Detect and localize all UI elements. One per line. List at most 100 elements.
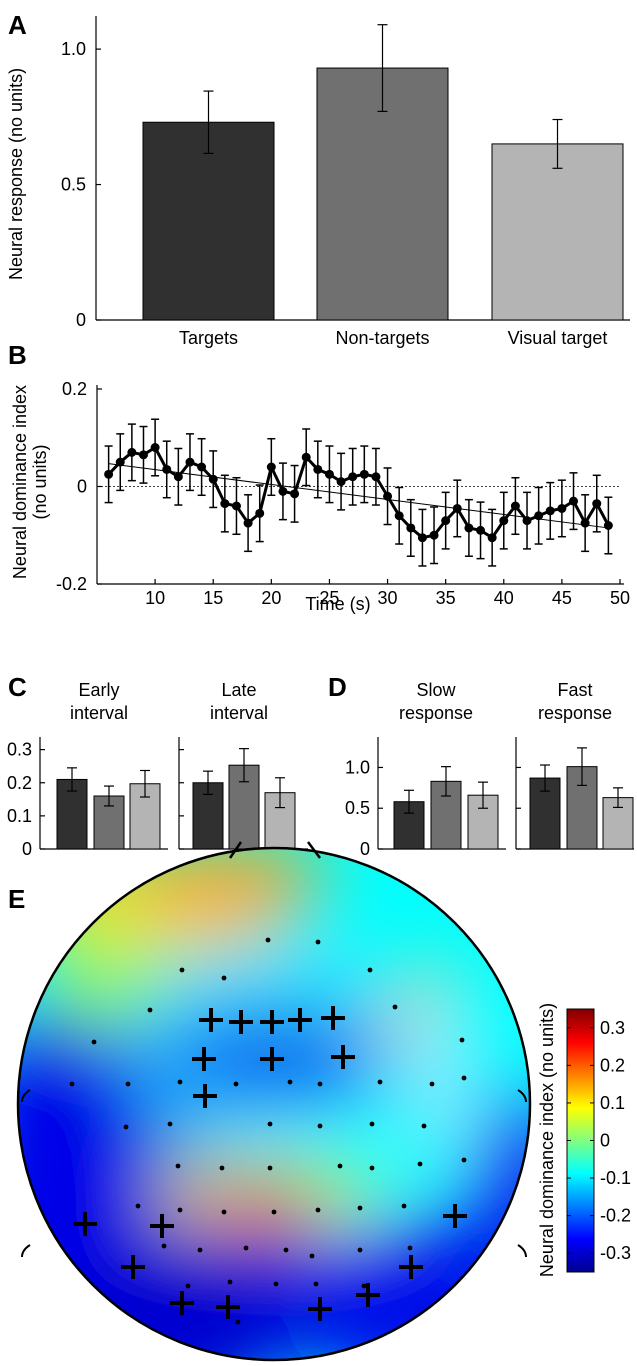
significant-electrode-plus-icon xyxy=(150,1214,174,1238)
electrode-dot xyxy=(233,1081,239,1087)
panel-c-axes: 0 0.1 0.2 0.3 xyxy=(7,737,308,859)
panel-b-data-point xyxy=(138,450,148,460)
panel-b-data-point xyxy=(173,472,183,482)
panel-b-data-point xyxy=(603,521,613,530)
panel-a-y-tick-label: 0.5 xyxy=(61,175,86,195)
panel-b-x-tick-label: 45 xyxy=(552,588,572,608)
panel-b-x-tick-label: 20 xyxy=(261,588,281,608)
significant-electrode-plus-icon xyxy=(229,1010,253,1034)
left-ear-icon xyxy=(21,1089,31,1103)
colorbar-tick-label: 0.1 xyxy=(600,1093,625,1113)
panel-b-y-axis-label-line-1: Neural dominance index xyxy=(10,385,30,579)
panel-d-subplot-1-y-tick-label: 1.0 xyxy=(345,757,370,777)
panel-c-subplot-1-y-tick-label: 0.1 xyxy=(7,806,32,826)
panel-c-subplot-2-title-line-2: interval xyxy=(210,703,268,723)
significant-electrode-plus-icon xyxy=(170,1291,194,1315)
panel-b-data-point xyxy=(255,508,265,518)
significant-electrode-plus-icon xyxy=(260,1010,284,1034)
panel-c-subplot-1-bar-3 xyxy=(129,783,161,850)
panel-b-y-axis-label-line-2: (no units) xyxy=(30,444,50,519)
panel-b-data-point xyxy=(429,530,439,540)
panel-b-data-point xyxy=(150,443,160,452)
panel-b-data-point xyxy=(359,469,369,479)
panel-b-x-tick-label: 30 xyxy=(378,588,398,608)
panel-b-y-tick-label: 0 xyxy=(77,477,87,497)
panel-e-label: E xyxy=(8,884,25,914)
panel-b-data-point xyxy=(208,474,218,484)
electrode-dot xyxy=(227,1279,233,1285)
right-ear-icon xyxy=(517,1089,527,1103)
electrode-dot xyxy=(367,967,373,973)
panel-b-data-point xyxy=(441,516,451,526)
electrode-dot xyxy=(313,1281,319,1287)
panel-b: B -0.2 0 0.2 10 15 20 25 30 35 40 45 50 Neural domi… xyxy=(8,340,630,614)
electrode-dot xyxy=(357,1205,363,1211)
electrode-dot xyxy=(337,1163,343,1169)
electrode-dot xyxy=(361,1283,367,1289)
panel-b-y-tick-label: 0.2 xyxy=(62,379,87,399)
panel-b-data-point xyxy=(243,518,253,528)
panel-b-data-point xyxy=(499,516,509,526)
significant-electrode-plus-icon xyxy=(73,1212,97,1236)
electrode-dot xyxy=(271,1209,277,1215)
panel-c-subplot-1-title-line-2: interval xyxy=(70,703,128,723)
panel-b-data-point xyxy=(476,525,486,535)
colorbar-tick-label: 0.2 xyxy=(600,1055,625,1075)
electrode-dot xyxy=(315,1207,321,1213)
significant-electrode-plus-icon xyxy=(308,1297,332,1321)
colorbar-tick-label: -0.2 xyxy=(600,1206,631,1226)
electrode-dot xyxy=(417,1161,423,1167)
panel-b-data-point xyxy=(406,523,416,533)
significant-electrode-plus-icon xyxy=(216,1295,240,1319)
panel-b-data-point xyxy=(452,503,462,513)
panel-b-data-point xyxy=(220,499,230,509)
panel-b-data-point xyxy=(580,518,590,528)
electrode-dot xyxy=(161,1243,167,1249)
electrode-dot xyxy=(407,1245,413,1251)
electrode-dot xyxy=(401,1203,407,1209)
panel-b-data-point xyxy=(231,501,241,511)
significant-electrode-plus-icon xyxy=(121,1255,145,1279)
panel-b-data-point xyxy=(313,464,323,474)
panel-b-y-tick-label: -0.2 xyxy=(56,574,87,594)
electrode-dot xyxy=(369,1121,375,1127)
panel-c-label: C xyxy=(8,672,27,702)
electrode-dot xyxy=(197,1247,203,1253)
panel-b-label: B xyxy=(8,340,27,370)
electrode-dot xyxy=(219,1165,225,1171)
panel-b-data-point xyxy=(324,469,334,479)
left-ear-lower-icon xyxy=(21,1244,31,1258)
electrode-dot xyxy=(461,1075,467,1081)
panel-b-series xyxy=(97,418,620,567)
colorbar-tick-label: -0.1 xyxy=(600,1168,631,1188)
panel-b-data-point xyxy=(348,472,358,482)
panel-b-data-point xyxy=(592,499,602,509)
electrode-dot xyxy=(267,1165,273,1171)
panel-b-data-point xyxy=(115,457,125,467)
panel-b-x-tick-label: 15 xyxy=(203,588,223,608)
electrode-dot xyxy=(69,1081,75,1087)
panel-a-y-tick-label: 1.0 xyxy=(61,39,86,59)
panel-b-data-point xyxy=(487,533,497,543)
electrode-dot xyxy=(357,1247,363,1253)
panel-a-bars: Targets Non-targets Visual target xyxy=(142,24,624,348)
panel-c-subplot-1-y-tick-label: 0.3 xyxy=(7,740,32,760)
panel-b-data-point xyxy=(510,501,520,511)
significant-electrodes xyxy=(73,1006,467,1321)
panel-b-data-point xyxy=(534,511,544,521)
panel-b-x-tick-label: 10 xyxy=(145,588,165,608)
panel-a-category-label-3: Visual target xyxy=(508,328,608,348)
electrode-dot xyxy=(175,1163,181,1169)
electrode-dot xyxy=(429,1081,435,1087)
panel-b-x-tick-label: 40 xyxy=(494,588,514,608)
electrode-dot xyxy=(91,1039,97,1045)
electrode-dot xyxy=(235,1319,241,1325)
colorbar: 0.3 0.2 0.1 0 -0.1 -0.2 -0.3 Neural dominance … xyxy=(537,1003,631,1277)
panel-b-data-point xyxy=(185,457,195,467)
electrode-dot xyxy=(317,1081,323,1087)
panel-a-bar-3 xyxy=(491,143,624,321)
panel-c-subplot-1-y-tick-label: 0 xyxy=(22,839,32,859)
panel-d-subplot-1-y-tick-label: 0 xyxy=(360,839,370,859)
panel-a-category-label-2: Non-targets xyxy=(335,328,429,348)
